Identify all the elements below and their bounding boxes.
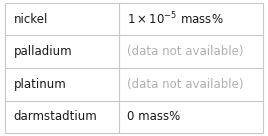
- Text: (data not available): (data not available): [126, 78, 243, 91]
- Text: 0 mass%: 0 mass%: [126, 110, 180, 123]
- Text: darmstadtium: darmstadtium: [13, 110, 97, 123]
- Text: platinum: platinum: [13, 78, 66, 91]
- Text: (data not available): (data not available): [126, 45, 243, 58]
- Text: palladium: palladium: [13, 45, 72, 58]
- Text: $1\times10^{-5}$ mass%: $1\times10^{-5}$ mass%: [126, 11, 223, 27]
- Text: nickel: nickel: [13, 13, 48, 26]
